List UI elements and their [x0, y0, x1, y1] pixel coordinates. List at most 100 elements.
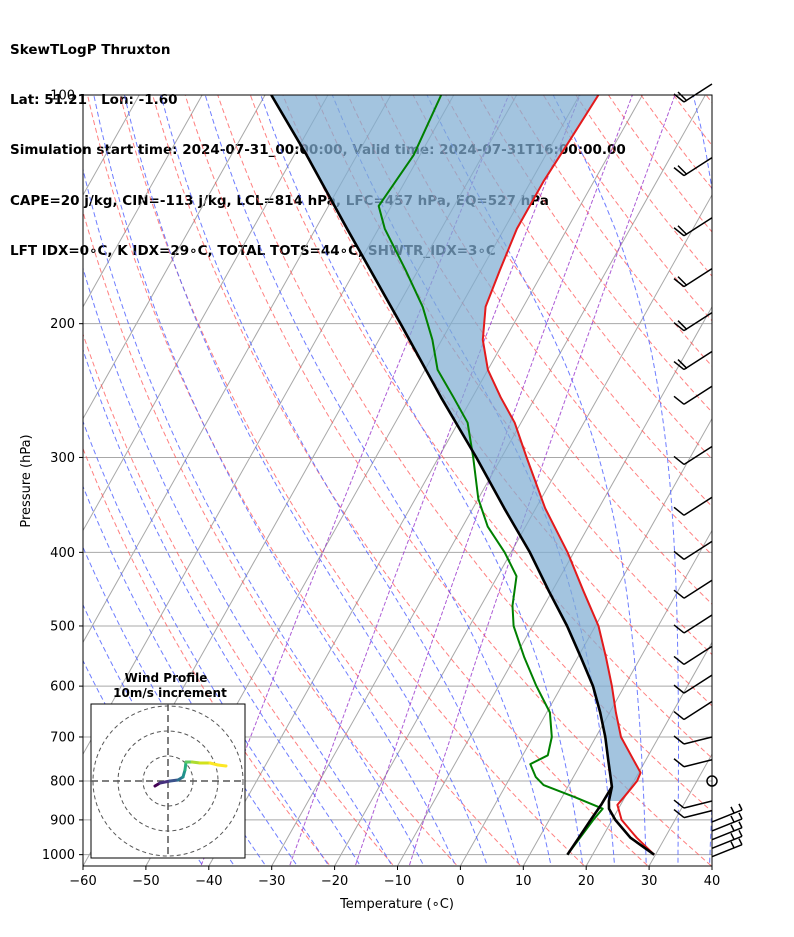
- wind-barb: [673, 799, 713, 809]
- wind-barb: [673, 700, 713, 721]
- y-tick-label: 500: [50, 619, 75, 634]
- moist-adiabat: [93, 95, 457, 866]
- wind-barb: [673, 267, 713, 288]
- isotherm-line: [585, 641, 712, 866]
- cape-area: [271, 95, 641, 801]
- x-tick-label: 20: [578, 874, 595, 889]
- x-tick-label: 40: [704, 874, 721, 889]
- isotherm-line: [83, 95, 203, 308]
- hodograph-trace: [216, 763, 228, 768]
- moist-adiabat: [83, 485, 298, 866]
- x-tick-label: −60: [69, 874, 96, 889]
- dry-adiabat: [705, 95, 712, 104]
- wind-barb: [673, 735, 713, 745]
- y-tick-label: 900: [50, 813, 75, 828]
- wind-barb: [673, 579, 713, 599]
- x-tick-label: −10: [384, 874, 411, 889]
- x-tick-label: 10: [515, 874, 532, 889]
- x-tick-label: −50: [132, 874, 159, 889]
- dry-adiabat: [608, 95, 712, 233]
- isotherm-line: [0, 60, 96, 886]
- y-tick-label: 400: [50, 546, 75, 561]
- moist-adiabat: [83, 420, 330, 866]
- wind-barb: [711, 838, 743, 858]
- hodograph-title: Wind Profile: [125, 671, 208, 685]
- moist-adiabat: [83, 167, 425, 866]
- location-line: Lat: 51.21 Lon: -1.60: [10, 91, 178, 108]
- wind-barb: [711, 812, 743, 832]
- y-tick-label: 700: [50, 730, 75, 745]
- wind-barb: [673, 496, 713, 516]
- dry-adiabat: [640, 95, 712, 190]
- hodograph-subtitle: 10m/s increment: [113, 686, 227, 700]
- mixing-ratio-line: [354, 95, 633, 866]
- hodograph-trace: [158, 779, 172, 785]
- moist-adiabat: [160, 95, 520, 866]
- wind-barb: [673, 350, 713, 371]
- wind-barb: [711, 829, 743, 849]
- x-tick-label: 30: [641, 874, 658, 889]
- isotherm-line: [459, 417, 712, 866]
- cape-fill: [271, 95, 641, 801]
- moist-adiabat: [83, 348, 361, 866]
- dry-adiabat: [771, 95, 794, 871]
- wind-barb: [673, 385, 713, 405]
- moist-adiabat: [83, 266, 393, 866]
- dry-adiabat: [119, 95, 586, 866]
- x-tick-label: 0: [456, 874, 464, 889]
- isotherm-line: [83, 95, 266, 420]
- x-tick-label: −40: [195, 874, 222, 889]
- wind-barb: [673, 674, 713, 694]
- chart-title: SkewTLogP Thruxton: [10, 41, 171, 58]
- profile-lines: [270, 95, 655, 856]
- moist-adiabat: [123, 95, 489, 866]
- mixing-ratio-line: [408, 95, 676, 866]
- wind-barb: [673, 758, 713, 768]
- wind-barb: [711, 821, 743, 841]
- dry-adiabat: [87, 95, 522, 866]
- moist-adiabat: [692, 95, 712, 866]
- hodograph-plot: [91, 704, 245, 858]
- wind-barb: [673, 445, 713, 466]
- dry-adiabat: [217, 95, 712, 813]
- y-tick-label: 600: [50, 680, 75, 695]
- parcel-low-branch: [566, 786, 614, 856]
- calm-wind-circle: [706, 775, 718, 787]
- wind-barb: [673, 156, 713, 177]
- y-tick-label: 800: [50, 775, 75, 790]
- x-axis-label: Temperature (∘C): [339, 897, 454, 912]
- isotherm-line: [648, 753, 712, 866]
- y-axis-label: Pressure (hPa): [19, 434, 34, 527]
- dry-adiabat: [542, 95, 712, 322]
- y-tick-label: 300: [50, 451, 75, 466]
- x-tick-label: −20: [321, 874, 348, 889]
- isotherm-line: [711, 864, 712, 866]
- dry-adiabat: [249, 95, 712, 759]
- dry-adiabat: [412, 95, 712, 508]
- wind-barb: [673, 83, 713, 103]
- parcel-path: [270, 95, 655, 856]
- temperature-profile: [481, 95, 655, 856]
- y-tick-label: 1000: [42, 848, 75, 863]
- wind-barb: [673, 614, 713, 634]
- wind-barbs: [673, 83, 743, 858]
- wind-barb: [711, 803, 743, 823]
- dry-adiabat: [673, 95, 712, 147]
- y-tick-label: 100: [50, 89, 75, 104]
- wind-barb: [673, 645, 713, 666]
- isotherm-line: [396, 305, 712, 866]
- isotherm-line: [83, 95, 329, 532]
- isotherm-line: [764, 60, 794, 886]
- isotherm-line: [208, 95, 644, 866]
- moist-adiabat: [260, 95, 584, 866]
- isotherm-line: [522, 529, 712, 866]
- dewpoint-profile: [377, 95, 604, 856]
- dry-adiabat: [314, 95, 712, 656]
- hodograph-inset: [90, 703, 246, 859]
- x-tick-label: −30: [258, 874, 285, 889]
- wind-barb: [673, 809, 713, 819]
- wind-barb: [673, 540, 713, 560]
- wind-barb: [673, 312, 713, 332]
